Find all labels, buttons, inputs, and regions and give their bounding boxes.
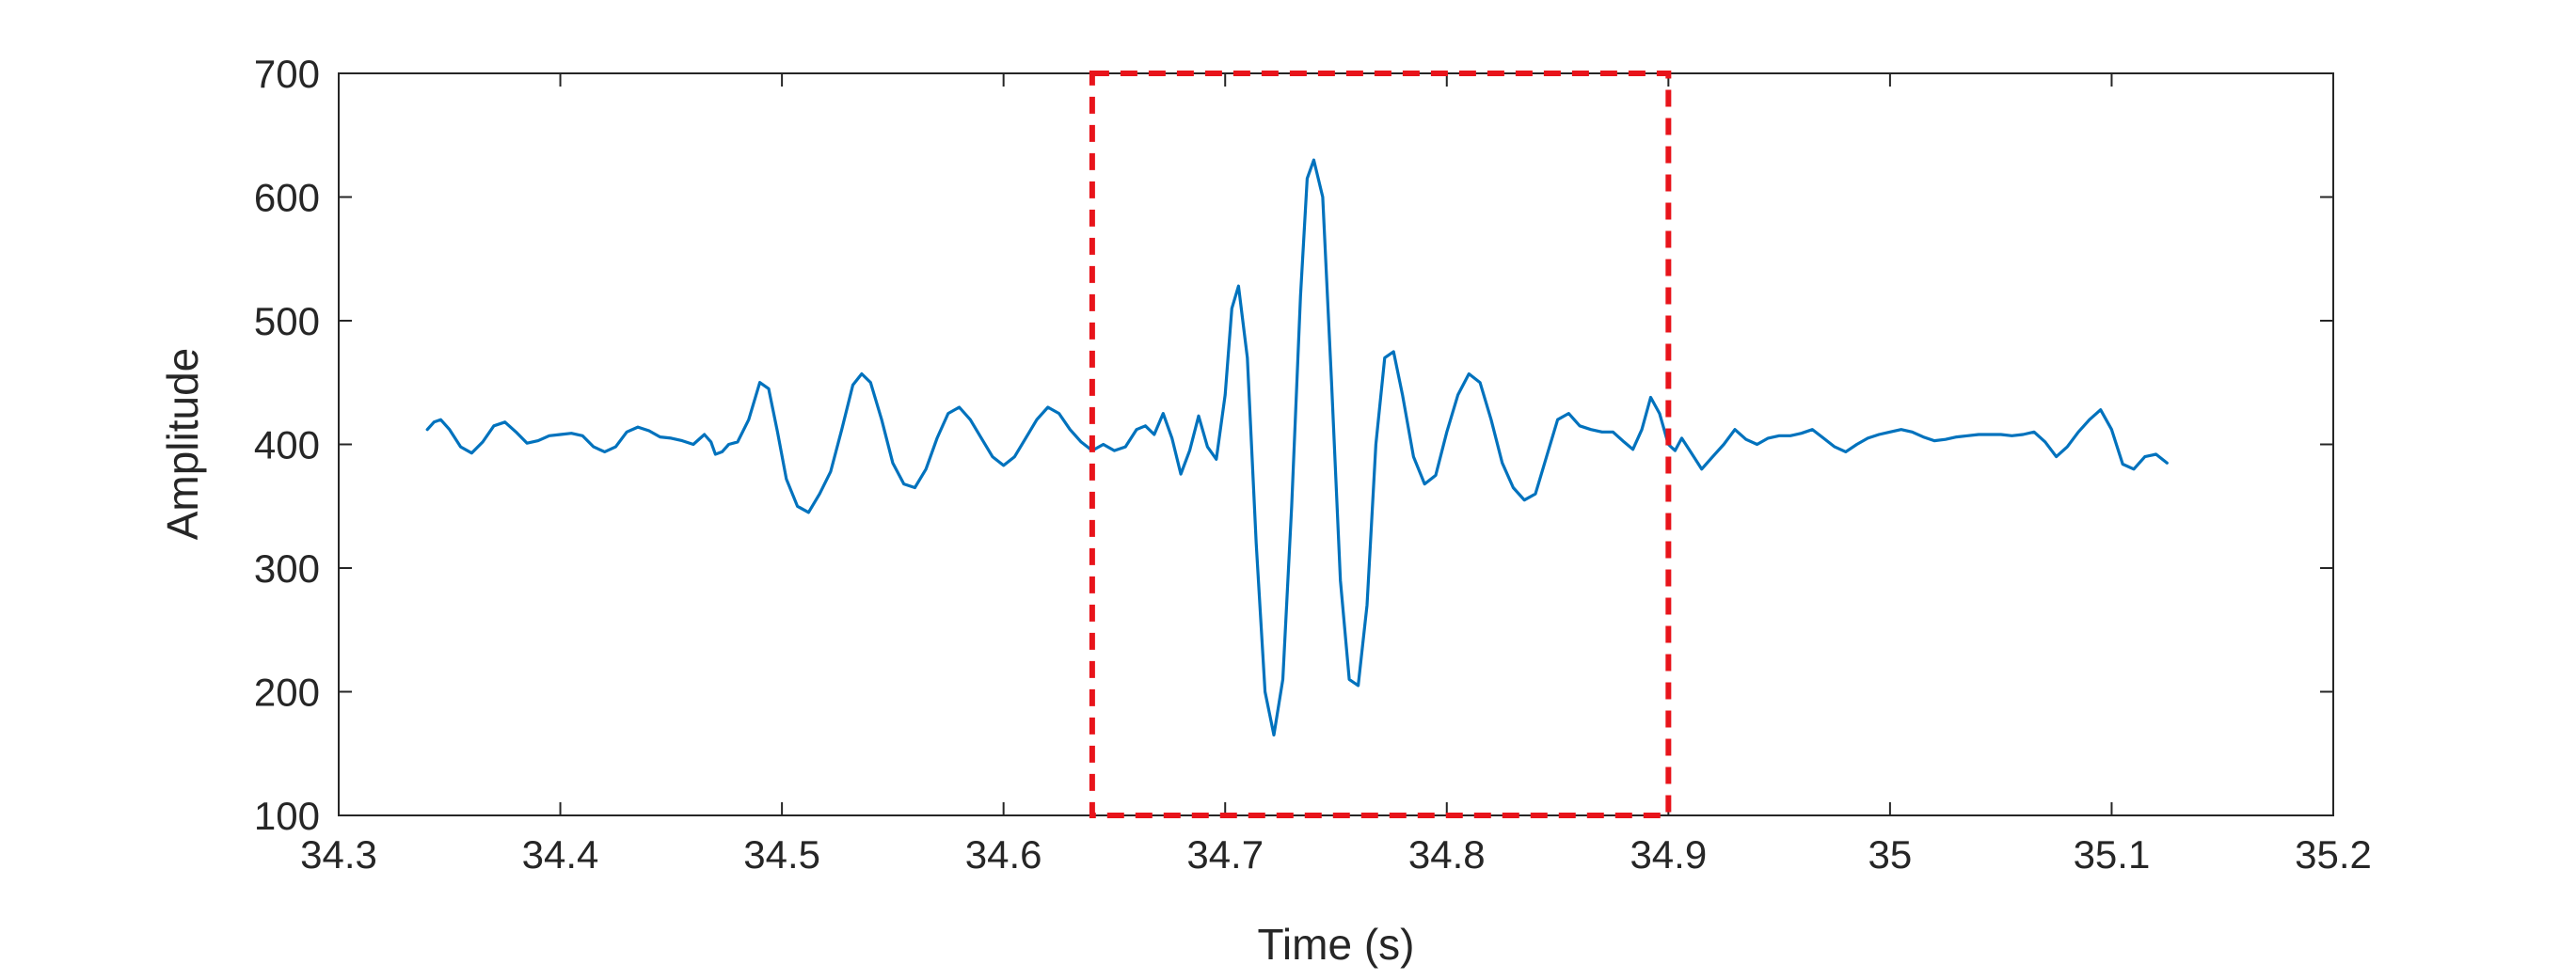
x-tick-label: 34.5: [743, 832, 820, 877]
x-tick-label: 34.4: [522, 832, 599, 877]
x-tick-label: 35.2: [2295, 832, 2372, 877]
x-tick-label: 34.6: [965, 832, 1042, 877]
plot-area-background: [339, 73, 2333, 815]
y-axis-title: Amplitude: [158, 348, 207, 541]
x-tick-label: 35: [1868, 832, 1913, 877]
y-tick-label: 300: [254, 546, 320, 591]
y-tick-label: 100: [254, 794, 320, 838]
x-axis: 34.3 34.4 34.5 34.6 34.7 34.8 34.9 35 35.1 35.2: [300, 73, 2372, 877]
x-tick-label: 34.9: [1630, 832, 1707, 877]
series-line: [425, 158, 2169, 737]
y-tick-label: 600: [254, 176, 320, 220]
y-tick-label: 700: [254, 52, 320, 96]
y-tick-label: 500: [254, 299, 320, 343]
y-axis: 100 200 300 400 500 600 700: [254, 52, 2333, 838]
x-tick-label: 34.7: [1186, 832, 1264, 877]
series-layer: [425, 158, 2169, 737]
x-tick-label: 35.1: [2074, 832, 2151, 877]
highlight-box: [1089, 71, 1672, 818]
x-tick-label: 34.8: [1408, 832, 1486, 877]
y-tick-label: 400: [254, 423, 320, 467]
x-tick-label: 34.3: [300, 832, 377, 877]
x-axis-title: Time (s): [1258, 920, 1415, 969]
y-tick-label: 200: [254, 671, 320, 715]
